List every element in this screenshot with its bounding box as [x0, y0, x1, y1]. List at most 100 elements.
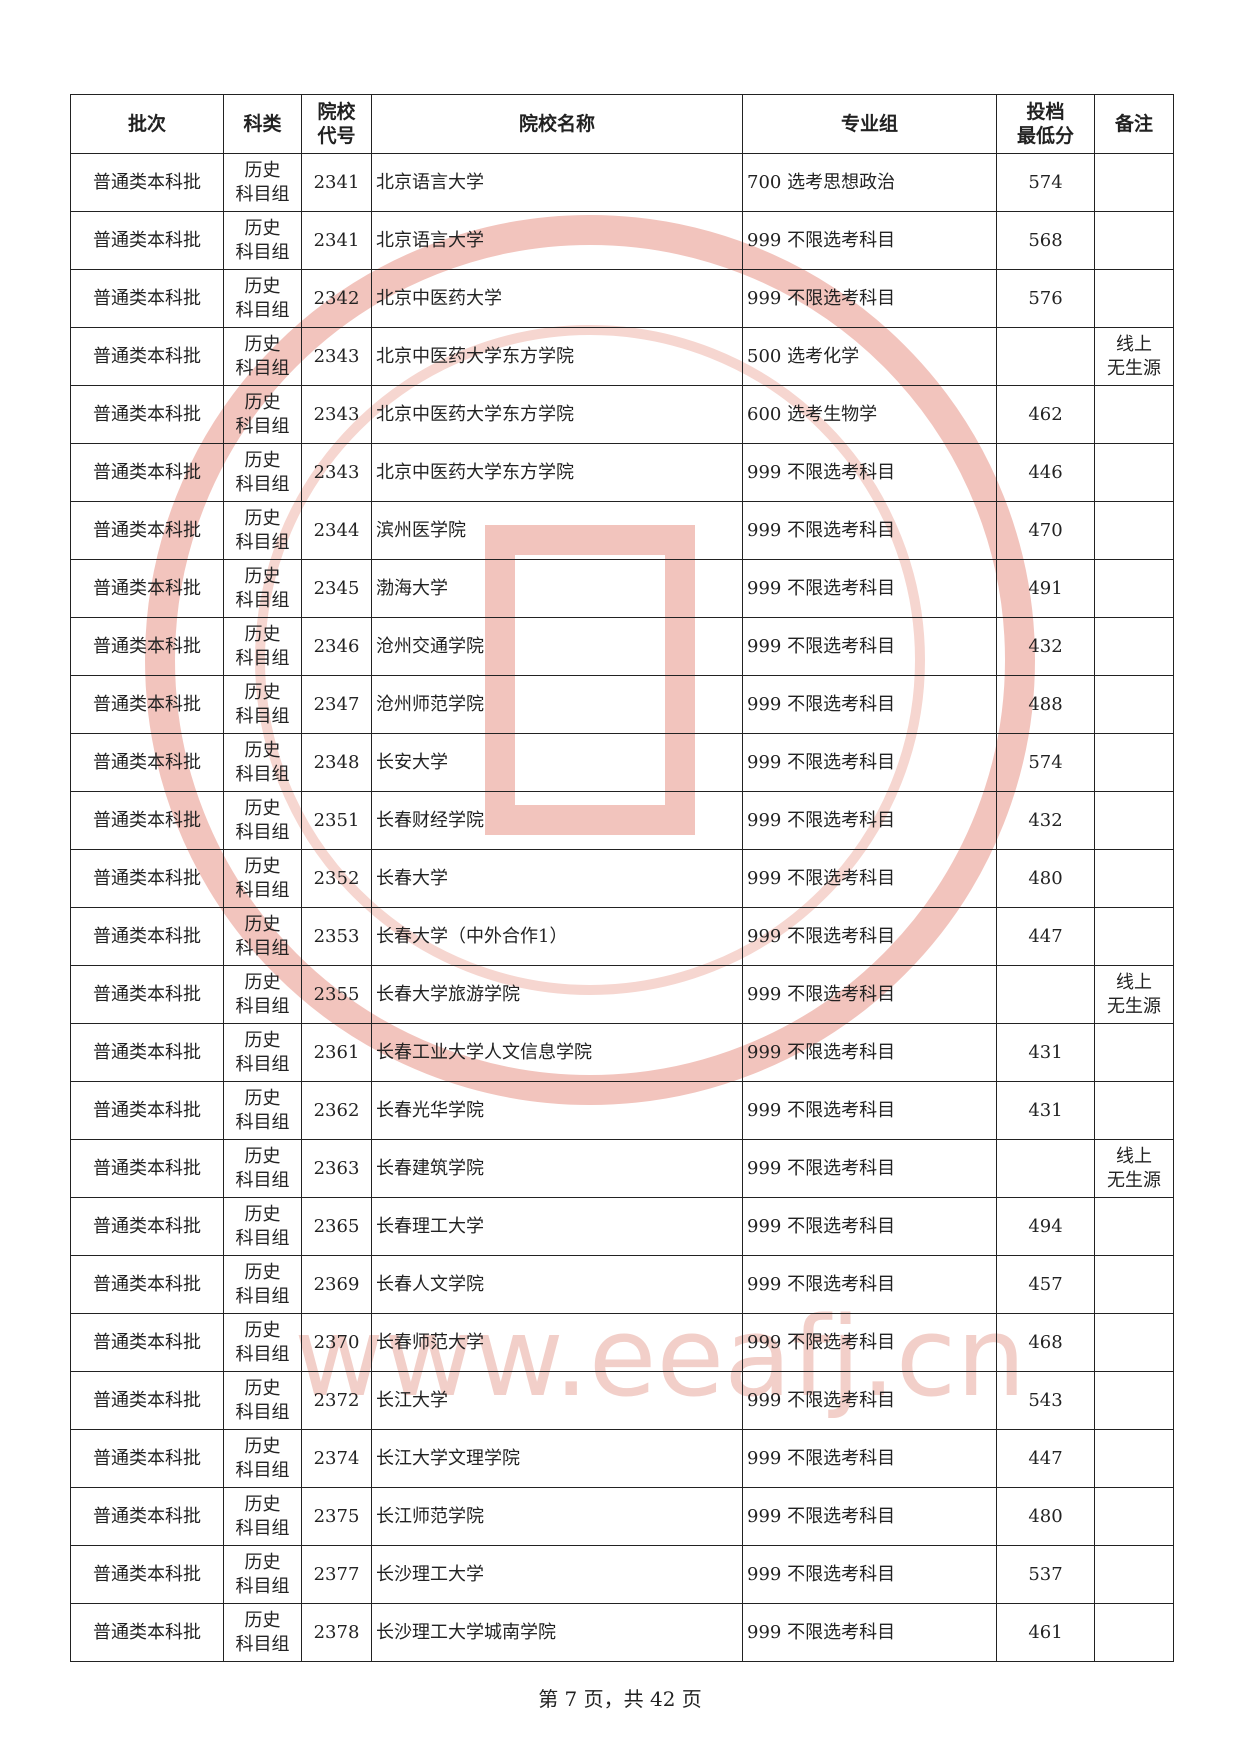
subject-category-cell: 历史 科目组 — [223, 1023, 302, 1082]
school-code-cell: 2377 — [301, 1545, 372, 1604]
table-row: 普通类本科批 历史 科目组 2343 北京中医药大学东方学院 999 不限选考科目 446 — [70, 443, 1174, 502]
subject-category-cell: 历史 科目组 — [223, 1429, 302, 1488]
remark-cell — [1094, 1255, 1174, 1314]
school-name-cell: 沧州师范学院 — [371, 675, 743, 734]
remark-cell — [1094, 675, 1174, 734]
remark-cell — [1094, 385, 1174, 444]
school-name-cell: 长春大学（中外合作1） — [371, 907, 743, 966]
school-code-cell: 2344 — [301, 501, 372, 560]
min-score-cell: 537 — [996, 1545, 1095, 1604]
major-group-cell: 999 不限选考科目 — [742, 1603, 997, 1662]
major-group-cell: 999 不限选考科目 — [742, 501, 997, 560]
school-code-cell: 2341 — [301, 153, 372, 212]
remark-cell — [1094, 269, 1174, 328]
table-row: 普通类本科批 历史 科目组 2343 北京中医药大学东方学院 600 选考生物学 462 — [70, 385, 1174, 444]
batch-cell: 普通类本科批 — [70, 1603, 224, 1662]
batch-cell: 普通类本科批 — [70, 153, 224, 212]
school-code-cell: 2346 — [301, 617, 372, 676]
school-name-cell: 北京中医药大学东方学院 — [371, 443, 743, 502]
remark-cell — [1094, 733, 1174, 792]
batch-cell: 普通类本科批 — [70, 1023, 224, 1082]
school-name-cell: 长江师范学院 — [371, 1487, 743, 1546]
major-group-cell: 999 不限选考科目 — [742, 443, 997, 502]
remark-cell — [1094, 1545, 1174, 1604]
school-name-cell: 长春工业大学人文信息学院 — [371, 1023, 743, 1082]
batch-cell: 普通类本科批 — [70, 791, 224, 850]
major-group-cell: 999 不限选考科目 — [742, 1371, 997, 1430]
school-code-cell: 2348 — [301, 733, 372, 792]
remark-cell: 线上 无生源 — [1094, 965, 1174, 1024]
table-row: 普通类本科批 历史 科目组 2374 长江大学文理学院 999 不限选考科目 447 — [70, 1429, 1174, 1488]
subject-category-cell: 历史 科目组 — [223, 733, 302, 792]
batch-cell: 普通类本科批 — [70, 269, 224, 328]
min-score-cell: 480 — [996, 1487, 1095, 1546]
major-group-cell: 999 不限选考科目 — [742, 617, 997, 676]
column-header: 投档 最低分 — [996, 94, 1095, 154]
school-code-cell: 2365 — [301, 1197, 372, 1256]
school-name-cell: 长江大学文理学院 — [371, 1429, 743, 1488]
column-header: 科类 — [223, 94, 302, 154]
subject-category-cell: 历史 科目组 — [223, 1313, 302, 1372]
table-row: 普通类本科批 历史 科目组 2348 长安大学 999 不限选考科目 574 — [70, 733, 1174, 792]
school-name-cell: 滨州医学院 — [371, 501, 743, 560]
school-code-cell: 2363 — [301, 1139, 372, 1198]
header-row: 批次 科类 院校 代号 院校名称 专业组 投档 最低分 备注 — [70, 94, 1174, 154]
subject-category-cell: 历史 科目组 — [223, 1081, 302, 1140]
school-name-cell: 长沙理工大学 — [371, 1545, 743, 1604]
min-score-cell: 431 — [996, 1081, 1095, 1140]
batch-cell: 普通类本科批 — [70, 617, 224, 676]
remark-cell — [1094, 501, 1174, 560]
subject-category-cell: 历史 科目组 — [223, 965, 302, 1024]
column-header: 批次 — [70, 94, 224, 154]
remark-cell — [1094, 617, 1174, 676]
subject-category-cell: 历史 科目组 — [223, 211, 302, 270]
table-row: 普通类本科批 历史 科目组 2372 长江大学 999 不限选考科目 543 — [70, 1371, 1174, 1430]
admission-table: 批次 科类 院校 代号 院校名称 专业组 投档 最低分 备注 普通类本科批 历史 科目组 234… — [70, 94, 1174, 1662]
table-row: 普通类本科批 历史 科目组 2341 北京语言大学 700 选考思想政治 574 — [70, 153, 1174, 212]
table-row: 普通类本科批 历史 科目组 2341 北京语言大学 999 不限选考科目 568 — [70, 211, 1174, 270]
major-group-cell: 999 不限选考科目 — [742, 1023, 997, 1082]
batch-cell: 普通类本科批 — [70, 385, 224, 444]
remark-cell — [1094, 1371, 1174, 1430]
min-score-cell: 568 — [996, 211, 1095, 270]
major-group-cell: 999 不限选考科目 — [742, 1081, 997, 1140]
major-group-cell: 999 不限选考科目 — [742, 907, 997, 966]
min-score-cell: 461 — [996, 1603, 1095, 1662]
subject-category-cell: 历史 科目组 — [223, 443, 302, 502]
subject-category-cell: 历史 科目组 — [223, 269, 302, 328]
min-score-cell: 468 — [996, 1313, 1095, 1372]
table-row: 普通类本科批 历史 科目组 2377 长沙理工大学 999 不限选考科目 537 — [70, 1545, 1174, 1604]
school-name-cell: 长春理工大学 — [371, 1197, 743, 1256]
school-name-cell: 北京语言大学 — [371, 153, 743, 212]
school-code-cell: 2362 — [301, 1081, 372, 1140]
school-code-cell: 2375 — [301, 1487, 372, 1546]
min-score-cell: 574 — [996, 153, 1095, 212]
min-score-cell: 432 — [996, 617, 1095, 676]
major-group-cell: 999 不限选考科目 — [742, 1313, 997, 1372]
batch-cell: 普通类本科批 — [70, 733, 224, 792]
remark-cell — [1094, 1429, 1174, 1488]
remark-cell — [1094, 907, 1174, 966]
major-group-cell: 999 不限选考科目 — [742, 559, 997, 618]
school-name-cell: 长沙理工大学城南学院 — [371, 1603, 743, 1662]
subject-category-cell: 历史 科目组 — [223, 327, 302, 386]
school-name-cell: 北京中医药大学 — [371, 269, 743, 328]
remark-cell — [1094, 153, 1174, 212]
batch-cell: 普通类本科批 — [70, 1487, 224, 1546]
remark-cell — [1094, 1487, 1174, 1546]
major-group-cell: 700 选考思想政治 — [742, 153, 997, 212]
school-code-cell: 2347 — [301, 675, 372, 734]
remark-cell — [1094, 559, 1174, 618]
batch-cell: 普通类本科批 — [70, 965, 224, 1024]
remark-cell — [1094, 1197, 1174, 1256]
major-group-cell: 999 不限选考科目 — [742, 1139, 997, 1198]
batch-cell: 普通类本科批 — [70, 1197, 224, 1256]
school-name-cell: 长春光华学院 — [371, 1081, 743, 1140]
school-code-cell: 2352 — [301, 849, 372, 908]
school-code-cell: 2341 — [301, 211, 372, 270]
min-score-cell — [996, 1139, 1095, 1198]
major-group-cell: 999 不限选考科目 — [742, 1429, 997, 1488]
subject-category-cell: 历史 科目组 — [223, 1545, 302, 1604]
column-header: 专业组 — [742, 94, 997, 154]
